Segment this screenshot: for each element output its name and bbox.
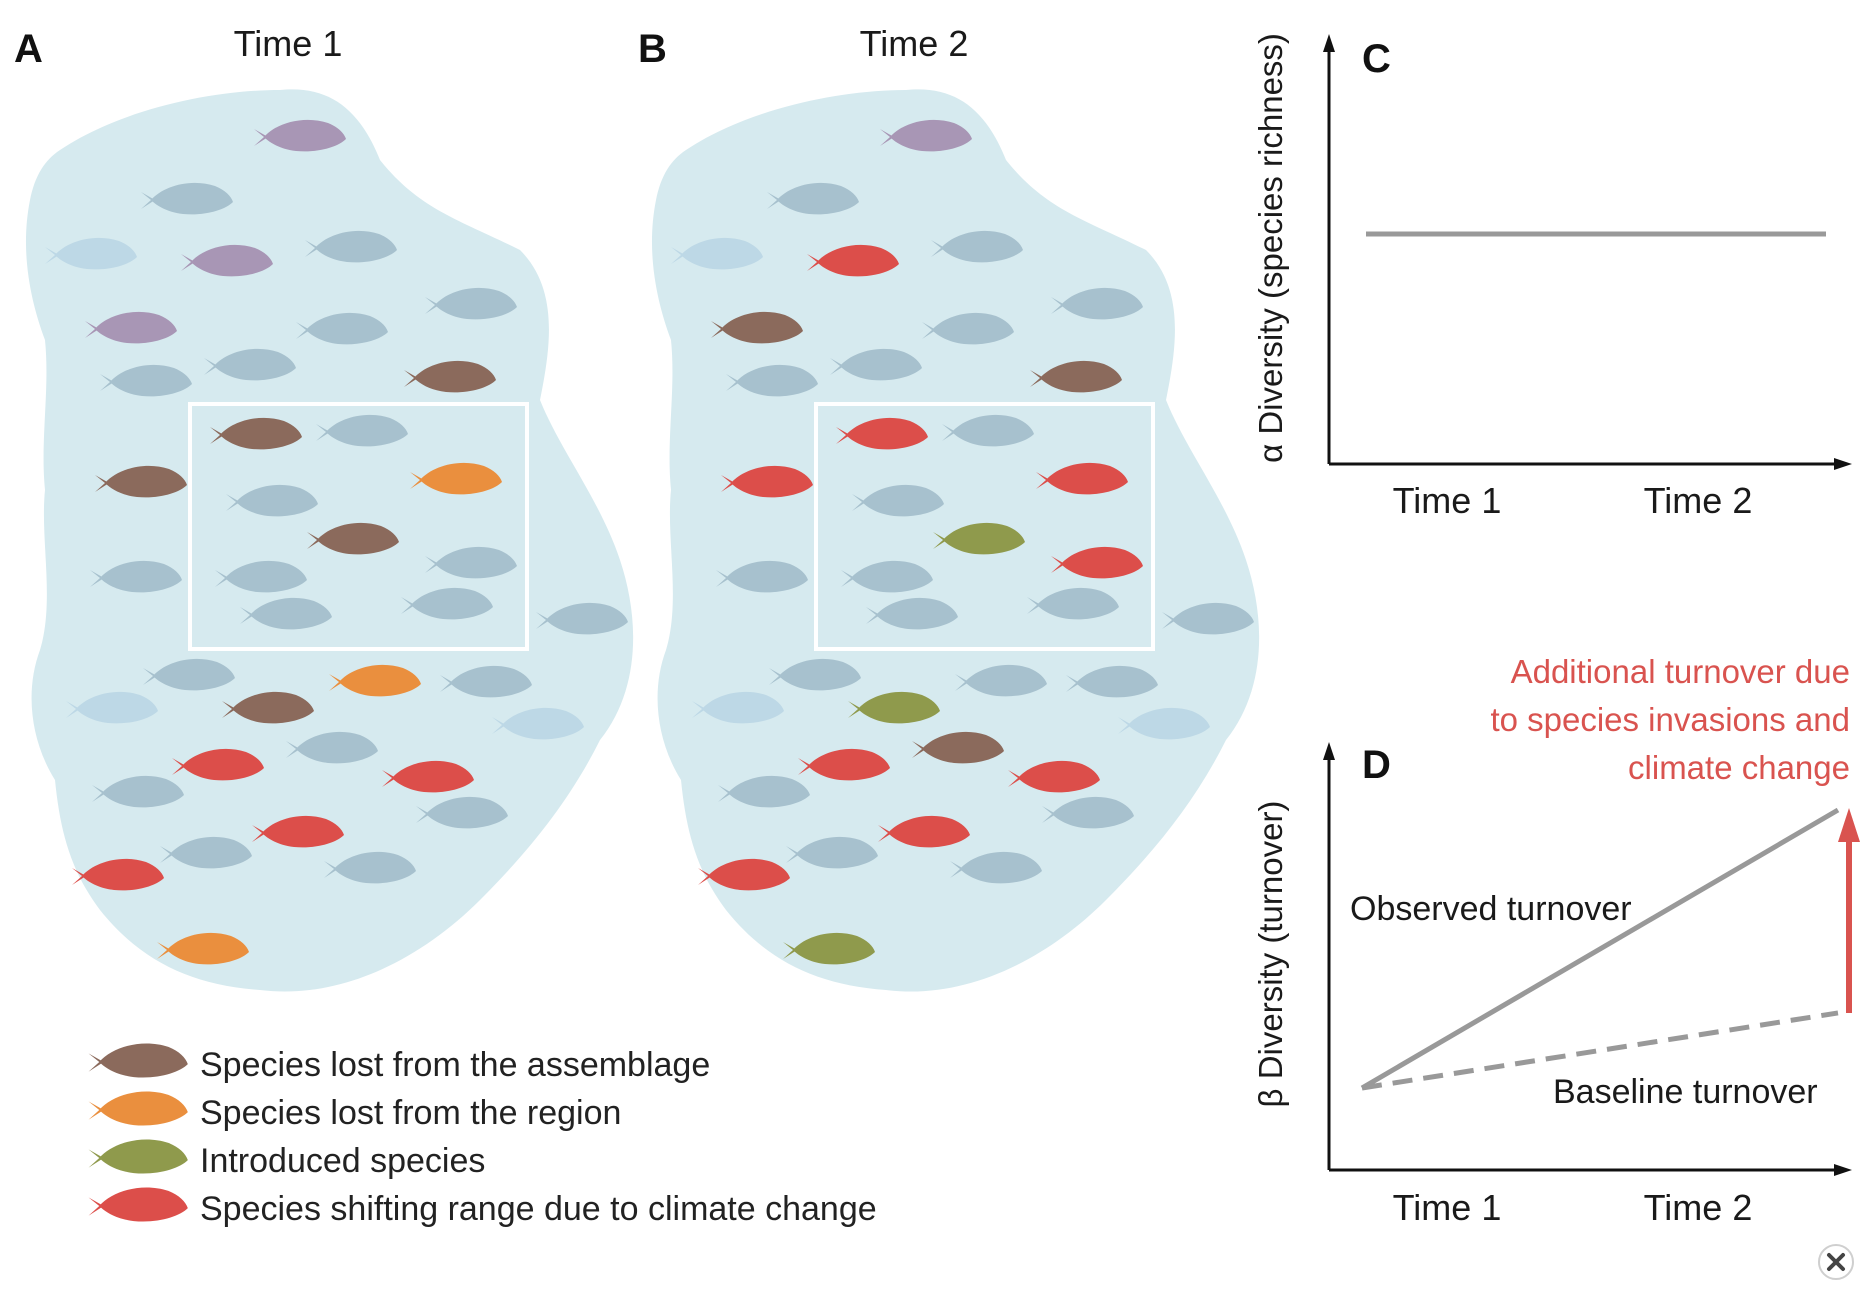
c-y-label: α Diversity (species richness) [1252,33,1289,463]
legend-fish-introduced-icon [88,1139,188,1174]
c-y-arrow-icon [1323,34,1335,52]
c-x-arrow-icon [1834,458,1852,470]
panel-a-region [25,89,634,992]
panel-c-chart: C α Diversity (species richness) Time 1 … [1252,33,1852,521]
sample-box-a [188,402,529,651]
legend-fish-lost-region-icon [88,1091,188,1126]
panel-d-letter: D [1362,743,1391,787]
panel-a-title: Time 1 [234,23,343,64]
legend-item: Species lost from the region [88,1091,621,1132]
d-y-label: β Diversity (turnover) [1252,801,1289,1108]
panel-b-region [651,89,1260,992]
panel-c-letter: C [1362,37,1391,81]
d-y-arrow-icon [1323,742,1335,760]
panel-b-title: Time 2 [860,23,969,64]
legend-item: Species shifting range due to climate ch… [88,1187,877,1228]
d-arrow-head-icon [1838,808,1860,842]
legend-fish-lost-assemblage-icon [88,1043,188,1078]
legend-label: Introduced species [200,1142,485,1180]
legend-item: Introduced species [88,1139,485,1180]
c-x-tick: Time 1 [1393,480,1502,521]
close-icon [1827,1253,1845,1271]
d-baseline-label: Baseline turnover [1553,1073,1818,1111]
d-annotation-line: Additional turnover due [1511,653,1850,690]
d-x-tick: Time 1 [1393,1187,1502,1228]
panel-d-chart: D β Diversity (turnover) Time 1 Time 2 O… [1252,653,1860,1228]
legend-label: Species lost from the assemblage [200,1046,710,1084]
d-observed-line [1360,807,1840,1091]
d-x-arrow-icon [1834,1164,1852,1176]
c-x-tick: Time 2 [1644,480,1753,521]
sample-box-b [814,402,1155,651]
panel-b-letter: B [638,27,667,71]
legend-label: Species lost from the region [200,1094,621,1132]
d-x-tick: Time 2 [1644,1187,1753,1228]
panel-a-letter: A [14,27,43,71]
legend-item: Species lost from the assemblage [88,1043,710,1084]
d-baseline-line [1361,1010,1839,1091]
d-annotation-line: climate change [1628,749,1850,786]
d-observed-label: Observed turnover [1350,890,1632,928]
legend: Species lost from the assemblage Species… [88,1043,877,1228]
legend-fish-climate-icon [88,1187,188,1222]
d-annotation-line: to species invasions and [1490,701,1850,738]
legend-label: Species shifting range due to climate ch… [200,1190,877,1228]
close-button[interactable] [1818,1244,1854,1280]
